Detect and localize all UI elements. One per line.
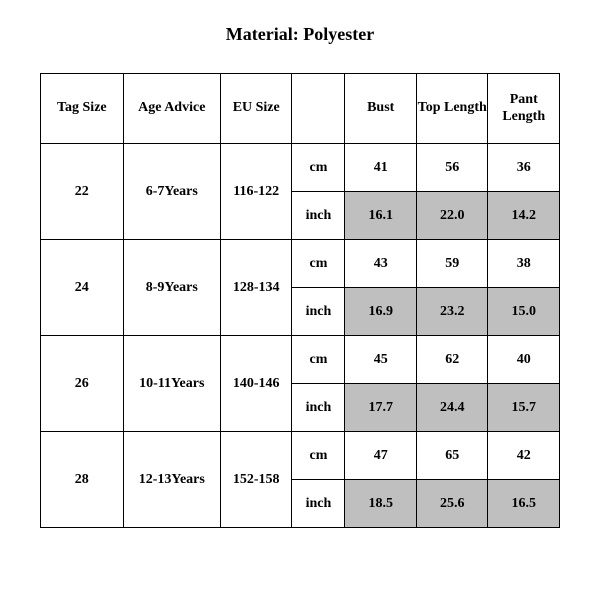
cell-top: 22.0 bbox=[416, 192, 488, 240]
cell-tag: 26 bbox=[41, 336, 124, 432]
cell-tag: 28 bbox=[41, 432, 124, 528]
cell-top: 24.4 bbox=[416, 384, 488, 432]
cell-pant: 40 bbox=[488, 336, 560, 384]
cell-unit-cm: cm bbox=[292, 432, 345, 480]
cell-age: 12-13Years bbox=[123, 432, 220, 528]
cell-eu: 140-146 bbox=[220, 336, 292, 432]
cell-eu: 128-134 bbox=[220, 240, 292, 336]
cell-bust: 16.1 bbox=[345, 192, 417, 240]
col-tag: Tag Size bbox=[41, 74, 124, 144]
cell-top: 62 bbox=[416, 336, 488, 384]
cell-age: 8-9Years bbox=[123, 240, 220, 336]
col-unit bbox=[292, 74, 345, 144]
cell-pant: 38 bbox=[488, 240, 560, 288]
cell-tag: 22 bbox=[41, 144, 124, 240]
cell-bust: 17.7 bbox=[345, 384, 417, 432]
cell-unit-inch: inch bbox=[292, 192, 345, 240]
table-row: 26 10-11Years 140-146 cm 45 62 40 bbox=[41, 336, 560, 384]
size-table: Tag Size Age Advice EU Size Bust Top Len… bbox=[40, 73, 560, 528]
cell-pant: 14.2 bbox=[488, 192, 560, 240]
cell-top: 23.2 bbox=[416, 288, 488, 336]
cell-top: 25.6 bbox=[416, 480, 488, 528]
cell-pant: 15.7 bbox=[488, 384, 560, 432]
cell-eu: 152-158 bbox=[220, 432, 292, 528]
cell-bust: 18.5 bbox=[345, 480, 417, 528]
cell-unit-cm: cm bbox=[292, 144, 345, 192]
table-row: 28 12-13Years 152-158 cm 47 65 42 bbox=[41, 432, 560, 480]
cell-top: 65 bbox=[416, 432, 488, 480]
cell-pant: 36 bbox=[488, 144, 560, 192]
col-pant: Pant Length bbox=[488, 74, 560, 144]
cell-unit-inch: inch bbox=[292, 288, 345, 336]
cell-bust: 45 bbox=[345, 336, 417, 384]
cell-pant: 16.5 bbox=[488, 480, 560, 528]
cell-unit-cm: cm bbox=[292, 240, 345, 288]
col-age: Age Advice bbox=[123, 74, 220, 144]
cell-bust: 47 bbox=[345, 432, 417, 480]
cell-unit-cm: cm bbox=[292, 336, 345, 384]
cell-pant: 15.0 bbox=[488, 288, 560, 336]
table-row: 22 6-7Years 116-122 cm 41 56 36 bbox=[41, 144, 560, 192]
col-eu: EU Size bbox=[220, 74, 292, 144]
col-bust: Bust bbox=[345, 74, 417, 144]
cell-bust: 43 bbox=[345, 240, 417, 288]
cell-top: 56 bbox=[416, 144, 488, 192]
cell-age: 6-7Years bbox=[123, 144, 220, 240]
cell-bust: 16.9 bbox=[345, 288, 417, 336]
cell-tag: 24 bbox=[41, 240, 124, 336]
header-row: Tag Size Age Advice EU Size Bust Top Len… bbox=[41, 74, 560, 144]
cell-top: 59 bbox=[416, 240, 488, 288]
cell-pant: 42 bbox=[488, 432, 560, 480]
col-top: Top Length bbox=[416, 74, 488, 144]
cell-unit-inch: inch bbox=[292, 480, 345, 528]
cell-unit-inch: inch bbox=[292, 384, 345, 432]
page-title: Material: Polyester bbox=[40, 24, 560, 45]
cell-eu: 116-122 bbox=[220, 144, 292, 240]
cell-bust: 41 bbox=[345, 144, 417, 192]
table-row: 24 8-9Years 128-134 cm 43 59 38 bbox=[41, 240, 560, 288]
cell-age: 10-11Years bbox=[123, 336, 220, 432]
